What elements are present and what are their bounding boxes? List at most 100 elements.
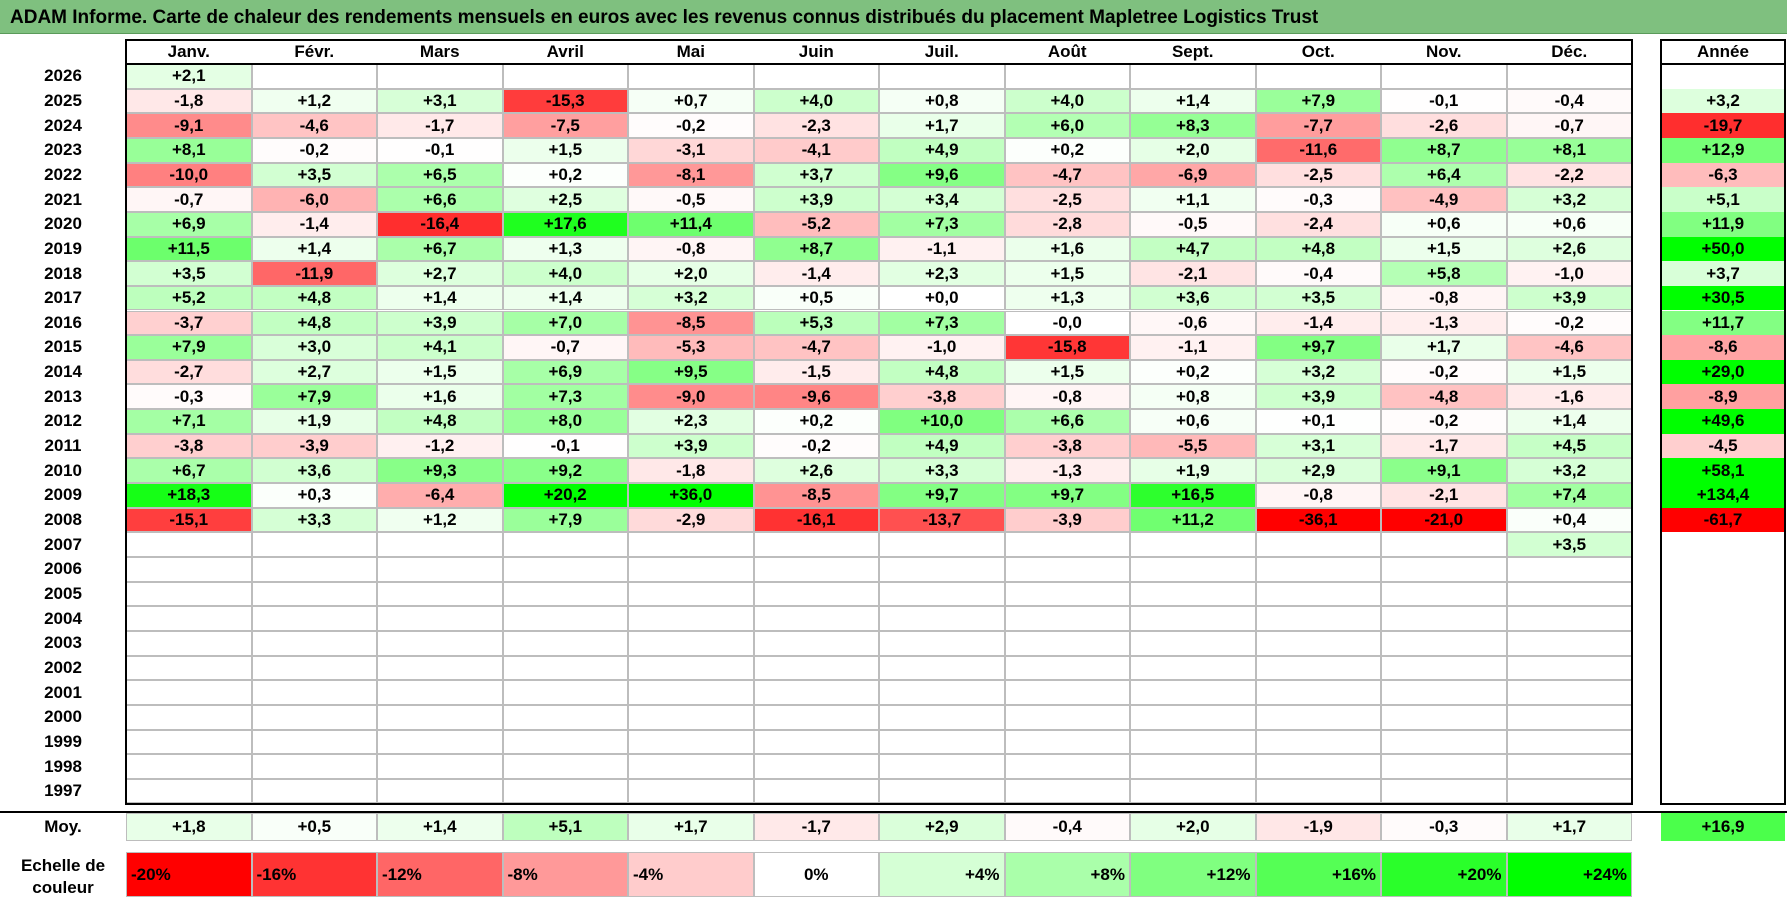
heatmap-cell: +6,7: [377, 236, 503, 262]
heatmap-cell: +3,5: [1255, 285, 1381, 311]
heatmap-cell: +6,6: [377, 187, 503, 212]
heatmap-cell: -2,6: [1381, 113, 1507, 138]
heatmap-cell: -1,8: [628, 458, 754, 484]
heatmap-cell: [502, 557, 628, 582]
heatmap-cell: [628, 729, 754, 755]
year-label: 2005: [44, 583, 82, 603]
heatmap-cell: [753, 581, 879, 607]
heatmap-cell: -4,8: [1381, 384, 1507, 410]
heatmap-cell: -0,2: [1381, 359, 1507, 385]
month-header: Août: [1047, 42, 1087, 61]
heatmap-cell: +3,9: [628, 433, 754, 459]
heatmap-cell: +7,3: [879, 211, 1005, 237]
heatmap-cell: +4,0: [502, 261, 628, 286]
heatmap-cell: [1130, 729, 1256, 755]
heatmap-cell: +11,2: [1130, 507, 1256, 533]
heatmap-cell: +1,6: [1004, 236, 1130, 262]
heatmap-cell: [1004, 778, 1130, 804]
color-scale-swatch: -12%: [377, 852, 503, 897]
heatmap-cell: [502, 606, 628, 631]
heatmap-cell: +4,9: [879, 433, 1005, 459]
heatmap-cell: [502, 778, 628, 804]
heatmap-cell: +6,6: [1004, 409, 1130, 434]
annual-cell: +5,1: [1661, 187, 1785, 212]
heatmap-cell: -2,1: [1381, 483, 1507, 508]
heatmap-cell: [377, 655, 503, 681]
year-label: 2015: [44, 337, 82, 357]
heatmap-cell: +2,0: [1130, 137, 1256, 163]
heatmap-cell: -0,6: [1130, 310, 1256, 336]
heatmap-cell: -0,7: [1506, 113, 1632, 138]
heatmap-cell: +1,4: [377, 285, 503, 311]
heatmap-cell: -2,2: [1506, 162, 1632, 188]
heatmap-cell: [1130, 557, 1256, 582]
heatmap-cell: [1381, 64, 1507, 89]
heatmap-cell: -1,8: [126, 88, 252, 114]
heatmap-cell: -0,1: [1381, 88, 1507, 114]
month-header: Févr.: [294, 42, 335, 61]
average-cell: +2,0: [1130, 813, 1256, 841]
heatmap-cell: [1506, 581, 1632, 607]
year-label: 2021: [44, 189, 82, 209]
heatmap-cell: +0,3: [251, 483, 377, 508]
heatmap-cell: [251, 557, 377, 582]
annual-cell: +134,4: [1661, 483, 1785, 508]
year-label: 1997: [44, 781, 82, 801]
heatmap-cell: [126, 729, 252, 755]
annual-cell: [1661, 655, 1785, 681]
heatmap-cell: +9,5: [628, 359, 754, 385]
year-label: 2006: [44, 559, 82, 579]
heatmap-cell: -1,3: [1381, 310, 1507, 336]
heatmap-cell: [1130, 655, 1256, 681]
heatmap-cell: -11,6: [1255, 137, 1381, 163]
heatmap-cell: [1381, 778, 1507, 804]
heatmap-cell: [1004, 704, 1130, 730]
heatmap-cell: +1,5: [1381, 236, 1507, 262]
heatmap-cell: [753, 606, 879, 631]
heatmap-cell: -8,5: [628, 310, 754, 336]
heatmap-cell: +1,9: [1130, 458, 1256, 484]
heatmap-cell: -16,4: [377, 211, 503, 237]
heatmap-cell: -4,6: [251, 113, 377, 138]
heatmap-cell: -0,8: [1381, 285, 1507, 311]
year-label: 2003: [44, 633, 82, 653]
heatmap-cell: -15,3: [502, 88, 628, 114]
heatmap-cell: -1,4: [753, 261, 879, 286]
heatmap-cell: [1381, 581, 1507, 607]
annual-cell: [1661, 680, 1785, 705]
heatmap-cell: [1130, 704, 1256, 730]
annual-cell: [1661, 778, 1785, 804]
heatmap-cell: -0,2: [753, 433, 879, 459]
heatmap-cell: -1,7: [1381, 433, 1507, 459]
heatmap-cell: +6,9: [502, 359, 628, 385]
heatmap-cell: +3,3: [251, 507, 377, 533]
year-label: 2001: [44, 682, 82, 702]
heatmap-cell: +3,1: [1255, 433, 1381, 459]
heatmap-cell: -6,9: [1130, 162, 1256, 188]
heatmap-cell: -4,9: [1381, 187, 1507, 212]
heatmap-cell: -2,1: [1130, 261, 1256, 286]
heatmap-cell: [753, 655, 879, 681]
year-label: 2016: [44, 312, 82, 332]
average-cell: +1,7: [628, 813, 754, 841]
heatmap-cell: -6,4: [377, 483, 503, 508]
annual-cell: -19,7: [1661, 113, 1785, 138]
month-header: Janv.: [167, 42, 210, 61]
heatmap-cell: +3,6: [1130, 285, 1256, 311]
heatmap-cell: [879, 655, 1005, 681]
heatmap-cell: [377, 581, 503, 607]
heatmap-cell: +2,7: [377, 261, 503, 286]
heatmap-cell: [879, 778, 1005, 804]
heatmap-cell: [1004, 655, 1130, 681]
heatmap-cell: -1,7: [377, 113, 503, 138]
heatmap-cell: [1381, 606, 1507, 631]
color-scale-swatch: -16%: [251, 852, 377, 897]
heatmap-cell: +2,3: [628, 409, 754, 434]
heatmap-cell: -7,5: [502, 113, 628, 138]
heatmap-cell: +4,0: [1004, 88, 1130, 114]
heatmap-cell: +20,2: [502, 483, 628, 508]
heatmap-cell: +6,4: [1381, 162, 1507, 188]
year-label: 2022: [44, 164, 82, 184]
heatmap-cell: [126, 630, 252, 656]
heatmap-cell: [879, 680, 1005, 705]
